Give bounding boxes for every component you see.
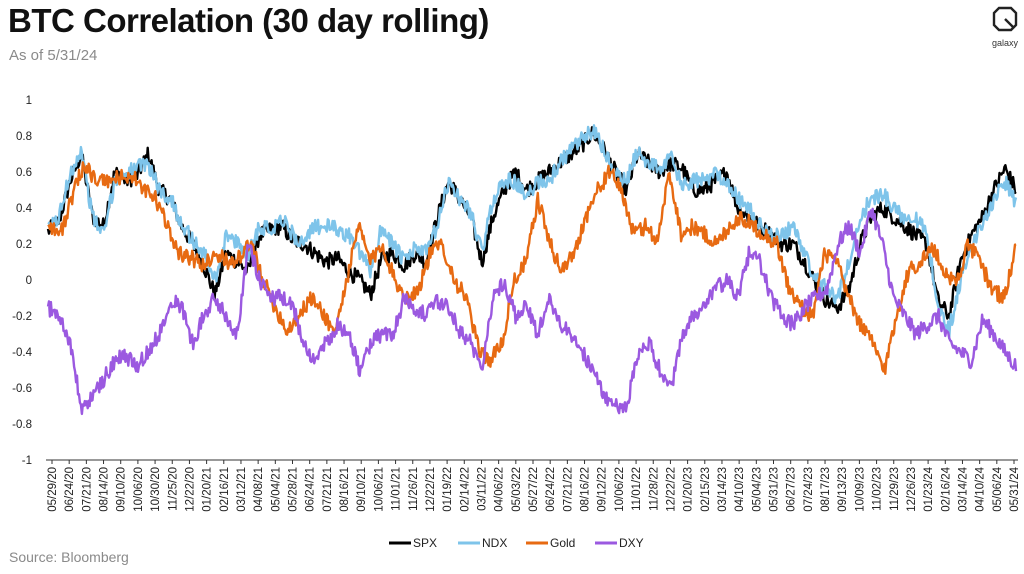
x-tick-label: 05/03/22 <box>511 467 523 512</box>
x-tick-label: 10/09/23 <box>854 467 866 512</box>
y-axis: 1 0.8 0.6 0.4 0.2 0 -0.2 -0.4 -0.6 -0.8 -1 <box>12 95 32 467</box>
y-tick-label: 0.2 <box>16 239 32 251</box>
y-tick-label: 0.8 <box>16 131 32 143</box>
legend-label-dxy: DXY <box>619 536 644 550</box>
series-line-gold <box>47 161 1017 375</box>
x-tick-label: 01/20/23 <box>683 467 695 512</box>
y-tick-label: 0 <box>26 275 32 287</box>
x-tick-label: 12/26/23 <box>906 467 918 512</box>
y-tick-label: 0.4 <box>16 203 33 215</box>
chart-title: BTC Correlation (30 day rolling) <box>8 2 489 39</box>
y-tick-label: -0.8 <box>12 419 32 431</box>
x-tick-label: 09/12/22 <box>597 467 609 512</box>
x-tick-label: 09/10/20 <box>116 467 128 512</box>
x-axis: 05/29/20 06/24/20 07/21/20 08/14/20 09/10/20… <box>46 459 1021 512</box>
x-tick-label: 02/15/23 <box>700 467 712 512</box>
x-tick-label: 05/28/21 <box>288 467 300 512</box>
x-tick-label: 08/17/23 <box>820 467 832 512</box>
x-tick-label: 10/30/20 <box>150 467 162 512</box>
x-tick-label: 12/22/20 <box>184 467 196 512</box>
x-tick-label: 05/06/24 <box>992 466 1004 511</box>
y-tick-label: 0.6 <box>16 167 32 179</box>
y-tick-label: -1 <box>22 455 32 467</box>
x-tick-label: 04/10/24 <box>975 466 987 511</box>
x-tick-label: 06/24/20 <box>64 467 76 512</box>
x-tick-label: 05/29/20 <box>47 467 59 512</box>
galaxy-logo-icon <box>992 6 1018 32</box>
x-tick-label: 02/14/22 <box>459 467 471 512</box>
x-tick-label: 10/06/20 <box>133 467 145 512</box>
y-tick-label: -0.4 <box>12 347 32 359</box>
series-lines <box>46 124 1018 416</box>
x-tick-label: 05/04/23 <box>751 467 763 512</box>
x-tick-label: 10/06/21 <box>373 467 385 512</box>
x-tick-label: 09/13/23 <box>837 467 849 512</box>
x-tick-label: 11/25/20 <box>167 467 179 511</box>
chart-subtitle: As of 5/31/24 <box>9 47 98 64</box>
x-tick-label: 11/29/23 <box>889 467 901 511</box>
x-tick-label: 03/14/24 <box>957 466 969 511</box>
y-tick-label: -0.6 <box>12 383 32 395</box>
x-tick-label: 04/08/21 <box>253 467 265 512</box>
x-tick-label: 11/02/23 <box>872 467 884 511</box>
x-tick-label: 08/16/21 <box>339 467 351 512</box>
x-tick-label: 12/22/21 <box>425 467 437 512</box>
x-tick-label: 12/22/22 <box>665 467 677 512</box>
legend-label-spx: SPX <box>413 536 437 550</box>
x-tick-label: 07/24/23 <box>803 467 815 512</box>
x-tick-label: 03/11/22 <box>476 467 488 511</box>
x-tick-label: 06/24/21 <box>305 467 317 512</box>
x-tick-label: 06/24/22 <box>545 467 557 512</box>
legend-label-ndx: NDX <box>482 536 507 550</box>
x-tick-label: 04/10/23 <box>734 467 746 512</box>
x-tick-label: 03/12/21 <box>236 467 248 512</box>
x-tick-label: 05/04/21 <box>270 467 282 512</box>
x-tick-label: 11/01/22 <box>631 467 643 511</box>
x-tick-label: 11/26/21 <box>408 467 420 511</box>
series-line-dxy <box>46 207 1018 416</box>
x-tick-label: 06/27/23 <box>786 467 798 512</box>
x-tick-label: 01/23/24 <box>923 466 935 511</box>
y-tick-label: 1 <box>26 95 32 107</box>
x-tick-label: 02/16/24 <box>940 466 952 511</box>
x-tick-label: 08/16/22 <box>580 467 592 512</box>
x-tick-label: 03/14/23 <box>717 467 729 512</box>
x-tick-label: 10/06/22 <box>614 467 626 512</box>
galaxy-logo: galaxy <box>990 6 1020 48</box>
x-tick-label: 09/10/21 <box>356 467 368 512</box>
x-tick-label: 08/14/20 <box>99 467 111 512</box>
x-tick-label: 05/31/23 <box>769 467 781 512</box>
x-tick-label: 05/27/22 <box>528 467 540 512</box>
y-tick-label: -0.2 <box>12 311 32 323</box>
series-line-spx <box>46 126 1017 320</box>
x-tick-label: 04/06/22 <box>494 467 506 512</box>
x-tick-label: 05/31/24 <box>1009 466 1021 511</box>
source-note: Source: Bloomberg <box>9 549 129 565</box>
logo-text: galaxy <box>991 38 1018 48</box>
legend-label-gold: Gold <box>550 536 575 550</box>
x-tick-label: 07/21/20 <box>81 467 93 512</box>
x-tick-label: 02/16/21 <box>219 467 231 512</box>
x-tick-label: 11/28/22 <box>648 467 660 511</box>
x-tick-label: 01/20/21 <box>202 467 214 512</box>
x-tick-label: 07/21/21 <box>322 467 334 512</box>
legend: SPX NDX Gold DXY <box>389 536 644 550</box>
x-tick-label: 01/19/22 <box>442 467 454 512</box>
x-tick-label: 11/01/21 <box>391 467 403 511</box>
x-tick-label: 07/21/22 <box>562 467 574 512</box>
